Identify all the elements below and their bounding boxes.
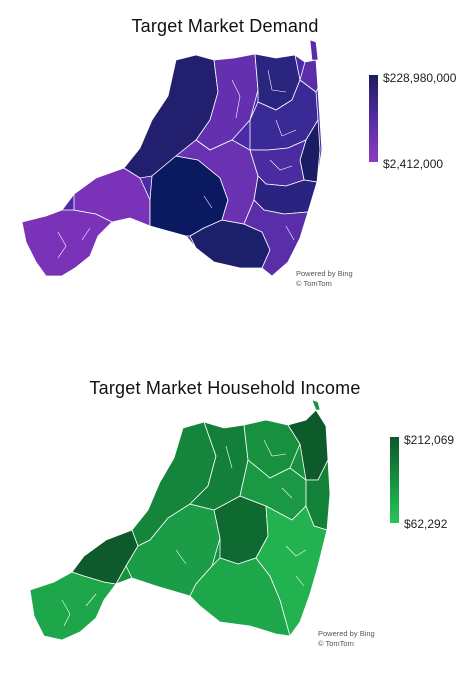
income-region-southwest [29, 571, 117, 641]
income-choropleth-map [29, 399, 331, 641]
demand-legend-gradient [369, 75, 378, 162]
demand-region-southwest [21, 209, 113, 277]
demand-legend-max: $228,980,000 [383, 71, 457, 85]
income-legend-min: $62,292 [404, 517, 448, 531]
income-legend-max: $212,069 [404, 433, 455, 447]
demand-map-title: Target Market Demand [131, 16, 319, 36]
income-map-panel: Target Market Household Income $212,069 … [0, 370, 473, 682]
income-municipal-borders [61, 439, 307, 627]
income-legend-gradient [390, 437, 399, 523]
demand-region-barrier-island [309, 39, 319, 61]
income-region-barrier-island [311, 399, 321, 411]
income-region-west-corridor [71, 529, 139, 585]
demand-municipal-borders [57, 69, 297, 259]
income-credit-bing: Powered by Bing [318, 629, 375, 638]
demand-region-coast-north [299, 59, 319, 93]
demand-credit-bing: Powered by Bing [296, 269, 353, 278]
demand-choropleth-map [21, 39, 323, 277]
demand-map-credit: Powered by Bing © TomTom [296, 269, 353, 289]
demand-map-panel: Target Market Demand [0, 0, 473, 330]
demand-legend-min: $2,412,000 [383, 157, 444, 171]
income-map-title: Target Market Household Income [89, 378, 361, 398]
income-region-north-central [189, 421, 249, 511]
income-map-credit: Powered by Bing © TomTom [318, 629, 375, 649]
income-credit-tomtom: © TomTom [318, 639, 354, 648]
demand-region-southeast-c [243, 199, 309, 277]
income-region-southeast-light [255, 505, 328, 637]
demand-credit-tomtom: © TomTom [296, 279, 332, 288]
